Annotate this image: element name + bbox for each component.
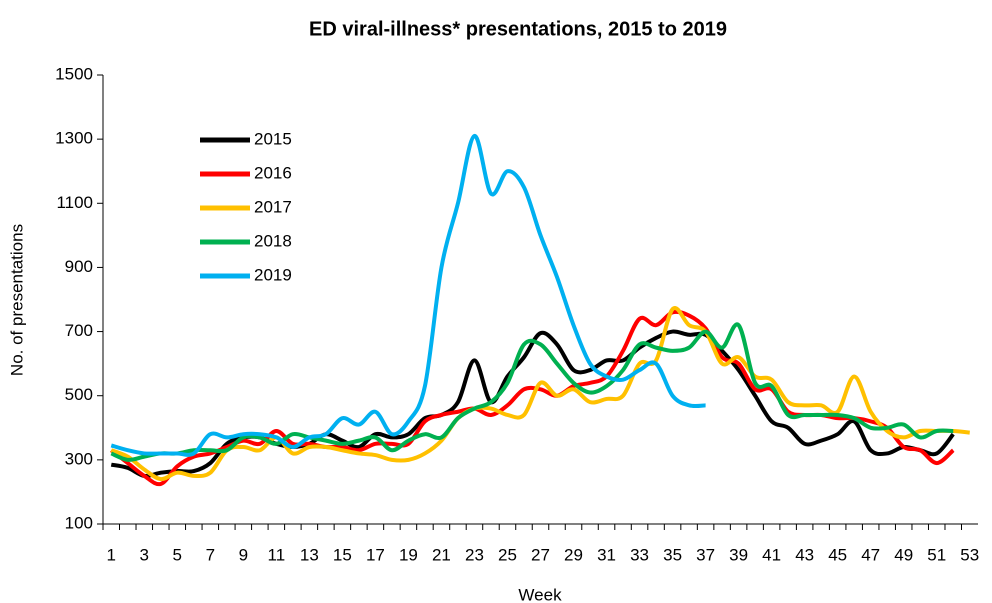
x-tick-label: 41: [762, 545, 781, 564]
legend-label: 2015: [254, 129, 292, 148]
x-tick-label: 23: [465, 545, 484, 564]
y-tick-label: 1500: [55, 64, 93, 83]
x-tick-label: 27: [531, 545, 550, 564]
x-tick-label: 13: [300, 545, 319, 564]
y-tick-label: 300: [65, 449, 93, 468]
y-tick-label: 900: [65, 257, 93, 276]
y-tick-label: 100: [65, 513, 93, 532]
x-tick-label: 43: [795, 545, 814, 564]
x-tick-label: 7: [206, 545, 215, 564]
x-tick-label: 25: [498, 545, 517, 564]
y-tick-label: 1100: [56, 193, 93, 212]
x-tick-label: 49: [894, 545, 913, 564]
y-axis-label: No. of presentations: [7, 224, 26, 376]
x-tick-label: 47: [861, 545, 880, 564]
line-series: [110, 133, 706, 457]
x-tick-label: 29: [564, 545, 583, 564]
x-tick-label: 17: [366, 545, 385, 564]
x-tick-label: 51: [927, 545, 946, 564]
legend-label: 2019: [254, 265, 292, 284]
y-tick-label: 500: [65, 385, 93, 404]
x-tick-label: 53: [960, 545, 979, 564]
y-tick-label: 700: [65, 321, 93, 340]
x-axis-label: Week: [518, 585, 562, 603]
x-tick-label: 1: [107, 545, 116, 564]
x-tick-label: 19: [399, 545, 418, 564]
x-tick-label: 3: [140, 545, 149, 564]
x-tick-label: 9: [239, 545, 248, 564]
chart-title: ED viral-illness* presentations, 2015 to…: [309, 18, 727, 40]
y-tick-label: 1300: [55, 129, 93, 148]
x-tick-label: 33: [630, 545, 649, 564]
legend-label: 2016: [254, 163, 292, 182]
x-tick-label: 31: [597, 545, 616, 564]
x-tick-label: 35: [663, 545, 682, 564]
x-tick-label: 45: [828, 545, 847, 564]
line-series: [110, 322, 954, 462]
x-tick-label: 5: [173, 545, 182, 564]
x-tick-label: 39: [729, 545, 748, 564]
legend-label: 2017: [254, 197, 292, 216]
x-tick-label: 15: [333, 545, 352, 564]
x-tick-label: 37: [696, 545, 715, 564]
line-series: [110, 329, 955, 479]
x-tick-label: 11: [268, 545, 286, 564]
legend-label: 2018: [254, 231, 292, 250]
line-series: [110, 305, 970, 482]
x-tick-label: 21: [432, 545, 451, 564]
